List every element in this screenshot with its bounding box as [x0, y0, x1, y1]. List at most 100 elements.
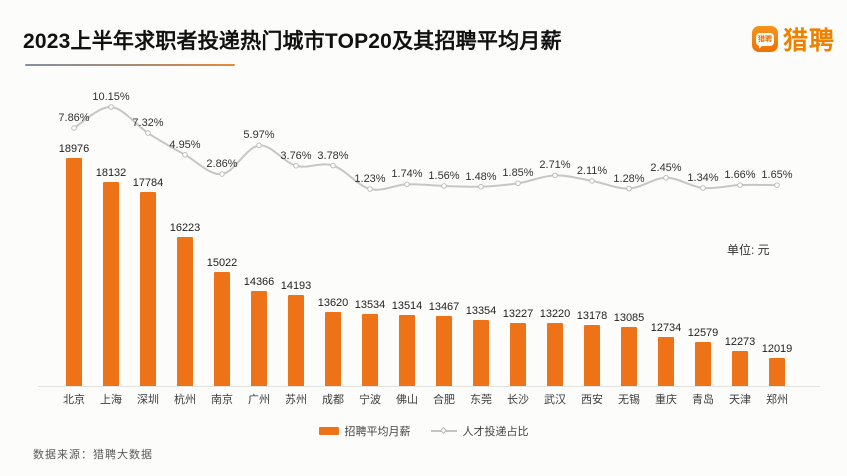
bar-value-label: 15022 [206, 256, 238, 269]
x-axis-label: 深圳 [137, 394, 159, 406]
bar [140, 192, 156, 386]
bar-value-label: 17784 [132, 177, 164, 190]
line-point-marker [367, 186, 373, 192]
line-point-marker [71, 125, 77, 131]
line-point-marker [774, 182, 780, 188]
x-axis-label: 佛山 [396, 394, 418, 406]
bar [362, 314, 378, 386]
liepin-chat-bubble-icon: 猎聘 [751, 26, 778, 52]
bar [584, 324, 600, 386]
bar-value-label: 13467 [428, 301, 460, 314]
line-point-label: 1.74% [391, 168, 423, 181]
x-axis-label: 北京 [63, 394, 85, 406]
bar-value-label: 13227 [502, 308, 534, 321]
line-point-label: 1.66% [724, 169, 756, 182]
bar [214, 271, 230, 386]
line-point-label: 2.71% [539, 159, 571, 172]
x-axis-label: 武汉 [544, 394, 566, 406]
bar-value-label: 13220 [539, 308, 571, 321]
legend-label-line: 人才投递占比 [462, 426, 529, 438]
line-point-marker [330, 162, 336, 169]
x-axis-label: 东莞 [470, 394, 492, 406]
page-title: 2023上半年求职者投递热门城市TOP20及其招聘平均月薪 [23, 30, 562, 53]
bar-value-label: 12734 [650, 322, 682, 335]
bar [436, 316, 452, 386]
bar-value-label: 14366 [243, 275, 275, 288]
bar [399, 315, 415, 386]
line-point-marker [108, 104, 114, 110]
x-axis-label: 无锡 [618, 394, 640, 406]
line-point-label: 10.15% [92, 91, 130, 104]
bar [325, 311, 341, 386]
x-axis-label: 合肥 [433, 394, 455, 406]
bar [732, 350, 748, 386]
liepin-brand-text: 猎聘 [782, 27, 835, 55]
x-axis-label: 上海 [100, 394, 122, 406]
line-point-label: 1.56% [428, 169, 460, 182]
line-point-marker [219, 171, 225, 177]
line-swatch-icon [430, 426, 457, 435]
bar-value-label: 13178 [576, 309, 608, 322]
line-point-marker [478, 183, 484, 190]
bar [66, 157, 82, 386]
bar-value-label: 14193 [280, 280, 312, 293]
bar-value-label: 16223 [169, 222, 201, 235]
bar [510, 323, 526, 386]
line-point-marker [293, 162, 299, 169]
legend-item-line: 人才投递占比 [430, 423, 529, 439]
bar-value-label: 13354 [465, 304, 497, 317]
legend-label-bar: 招聘平均月薪 [344, 426, 411, 438]
legend: 招聘平均月薪 人才投递占比 [0, 423, 847, 439]
bar [621, 327, 637, 386]
line-point-label: 7.32% [132, 117, 164, 130]
line-point-label: 2.86% [206, 158, 238, 171]
line-point-marker [256, 142, 262, 149]
bar-value-label: 13534 [354, 299, 386, 312]
line-point-marker [145, 130, 151, 136]
line-point-label: 1.34% [687, 171, 719, 184]
bar [251, 290, 267, 386]
x-axis-label: 青岛 [692, 394, 714, 406]
bar [103, 182, 119, 386]
bar [769, 357, 785, 386]
x-axis-label: 苏州 [285, 394, 307, 406]
liepin-logo: 猎聘 猎聘 [751, 21, 835, 57]
bar [658, 337, 674, 386]
bar-value-label: 13085 [613, 312, 645, 325]
bar-value-label: 12019 [761, 342, 793, 355]
x-axis-label: 郑州 [766, 394, 788, 406]
bar-value-label: 18976 [58, 142, 90, 155]
x-axis-label: 重庆 [655, 394, 677, 406]
line-point-marker [441, 183, 447, 189]
x-axis-label: 宁波 [359, 394, 381, 406]
line-point-marker [404, 181, 410, 188]
line-point-label: 4.95% [169, 138, 201, 151]
data-source-note: 数据来源：猎聘大数据 [33, 449, 153, 461]
line-point-marker [626, 185, 632, 192]
line-point-label: 2.45% [650, 161, 682, 174]
x-axis-label: 成都 [322, 394, 344, 406]
line-point-marker [663, 174, 669, 181]
line-point-marker [515, 180, 521, 187]
line-point-label: 2.11% [576, 164, 608, 177]
x-axis-label: 南京 [211, 394, 233, 406]
line-point-marker [737, 182, 743, 188]
x-axis-label: 西安 [581, 394, 603, 406]
bar-value-label: 13514 [391, 300, 423, 313]
line-point-label: 7.86% [58, 112, 90, 125]
line-point-label: 3.76% [280, 149, 312, 162]
line-point-marker [700, 185, 706, 191]
line-point-label: 3.78% [317, 149, 349, 162]
x-axis-label: 广州 [248, 394, 270, 406]
x-axis-line [38, 386, 820, 387]
bar-value-label: 12579 [687, 326, 719, 339]
bar [177, 237, 193, 386]
line-point-marker [182, 152, 188, 158]
bar [695, 341, 711, 386]
line-point-label: 5.97% [243, 129, 275, 142]
bar-value-label: 18132 [95, 167, 127, 180]
bar [473, 319, 489, 386]
line-point-label: 1.28% [613, 172, 645, 185]
